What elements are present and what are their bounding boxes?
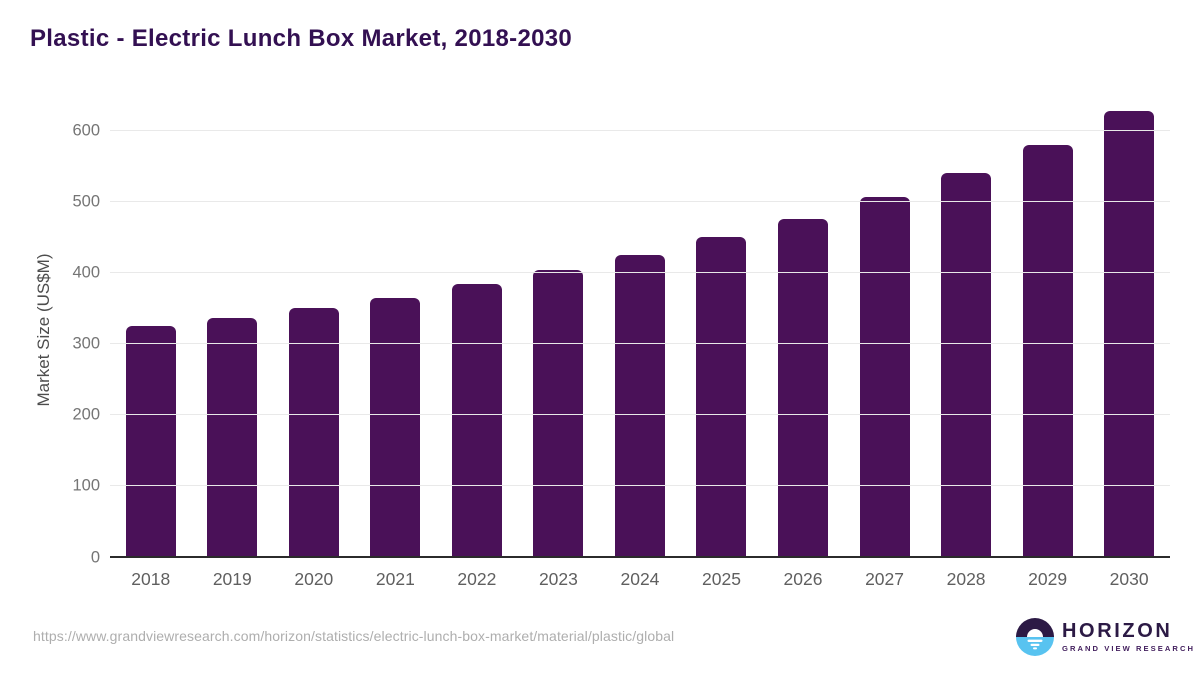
bar-2026 xyxy=(778,218,829,557)
gridline-300 xyxy=(110,342,1170,344)
y-tick-labels: 0 100 200 300 400 500 600 xyxy=(0,95,100,564)
x-tick-label-2018: 2018 xyxy=(131,569,171,589)
bar-cell-2026 xyxy=(762,95,844,557)
x-tick-label-2024: 2024 xyxy=(620,569,660,589)
bar-cell-2024 xyxy=(599,95,681,557)
x-tick-labels: 2018 2019 2020 2021 2022 2023 2024 2025 2026 2027… xyxy=(110,569,1170,590)
gridline-500 xyxy=(110,200,1170,202)
x-tick-label-2028: 2028 xyxy=(946,569,986,589)
horizon-logo: HORIZON GRAND VIEW RESEARCH xyxy=(1016,618,1195,656)
bar-2029 xyxy=(1022,144,1073,557)
bar-cell-2019 xyxy=(192,95,274,557)
x-tick-label-2026: 2026 xyxy=(783,569,823,589)
bar-cell-2020 xyxy=(273,95,355,557)
bar-2025 xyxy=(696,237,747,557)
bar-2023 xyxy=(533,269,584,557)
bars-layer xyxy=(110,95,1170,557)
y-tick-label-300: 300 xyxy=(72,334,100,353)
gridline-600 xyxy=(110,129,1170,131)
x-tick-label-2021: 2021 xyxy=(375,569,415,589)
x-tick-label-2023: 2023 xyxy=(538,569,578,589)
x-axis-line xyxy=(110,556,1170,558)
y-tick-label-200: 200 xyxy=(72,405,100,424)
bar-cell-2028 xyxy=(925,95,1007,557)
bar-cell-2021 xyxy=(355,95,437,557)
bar-cell-2029 xyxy=(1007,95,1089,557)
bar-2018 xyxy=(125,326,176,557)
logo-title: HORIZON xyxy=(1062,620,1173,643)
bar-2020 xyxy=(288,308,339,557)
gridline-200 xyxy=(110,413,1170,415)
x-tick-label-2022: 2022 xyxy=(457,569,497,589)
horizon-logo-icon xyxy=(1016,618,1054,656)
bar-cell-2018 xyxy=(110,95,192,557)
y-tick-label-100: 100 xyxy=(72,476,100,495)
horizon-logo-text: HORIZON GRAND VIEW RESEARCH xyxy=(1062,621,1195,653)
x-tick-label-2029: 2029 xyxy=(1028,569,1068,589)
bar-cell-2023 xyxy=(518,95,600,557)
bar-2030 xyxy=(1104,111,1155,557)
y-tick-label-0: 0 xyxy=(90,547,100,566)
bar-2024 xyxy=(614,254,665,557)
chart-title: Plastic - Electric Lunch Box Market, 201… xyxy=(30,25,573,52)
x-tick-label-2019: 2019 xyxy=(212,569,252,589)
x-tick-label-2020: 2020 xyxy=(294,569,334,589)
y-tick-label-400: 400 xyxy=(72,263,100,282)
logo-subtitle: GRAND VIEW RESEARCH xyxy=(1062,644,1196,654)
bar-cell-2025 xyxy=(681,95,763,557)
bar-cell-2022 xyxy=(436,95,518,557)
bar-2021 xyxy=(370,297,421,557)
gridline-400 xyxy=(110,271,1170,273)
bar-2028 xyxy=(941,172,992,557)
bar-2019 xyxy=(207,318,258,557)
x-tick-label-2027: 2027 xyxy=(865,569,905,589)
y-tick-label-600: 600 xyxy=(72,121,100,140)
source-url: https://www.grandviewresearch.com/horizo… xyxy=(33,628,675,644)
x-tick-label-2030: 2030 xyxy=(1109,569,1149,589)
gridline-100 xyxy=(110,484,1170,486)
bar-2022 xyxy=(451,284,502,557)
x-tick-label-2025: 2025 xyxy=(702,569,741,589)
bar-2027 xyxy=(859,196,910,557)
bar-cell-2030 xyxy=(1088,95,1170,557)
y-tick-label-500: 500 xyxy=(72,192,100,211)
plot-area xyxy=(110,95,1170,558)
bar-cell-2027 xyxy=(844,95,926,557)
